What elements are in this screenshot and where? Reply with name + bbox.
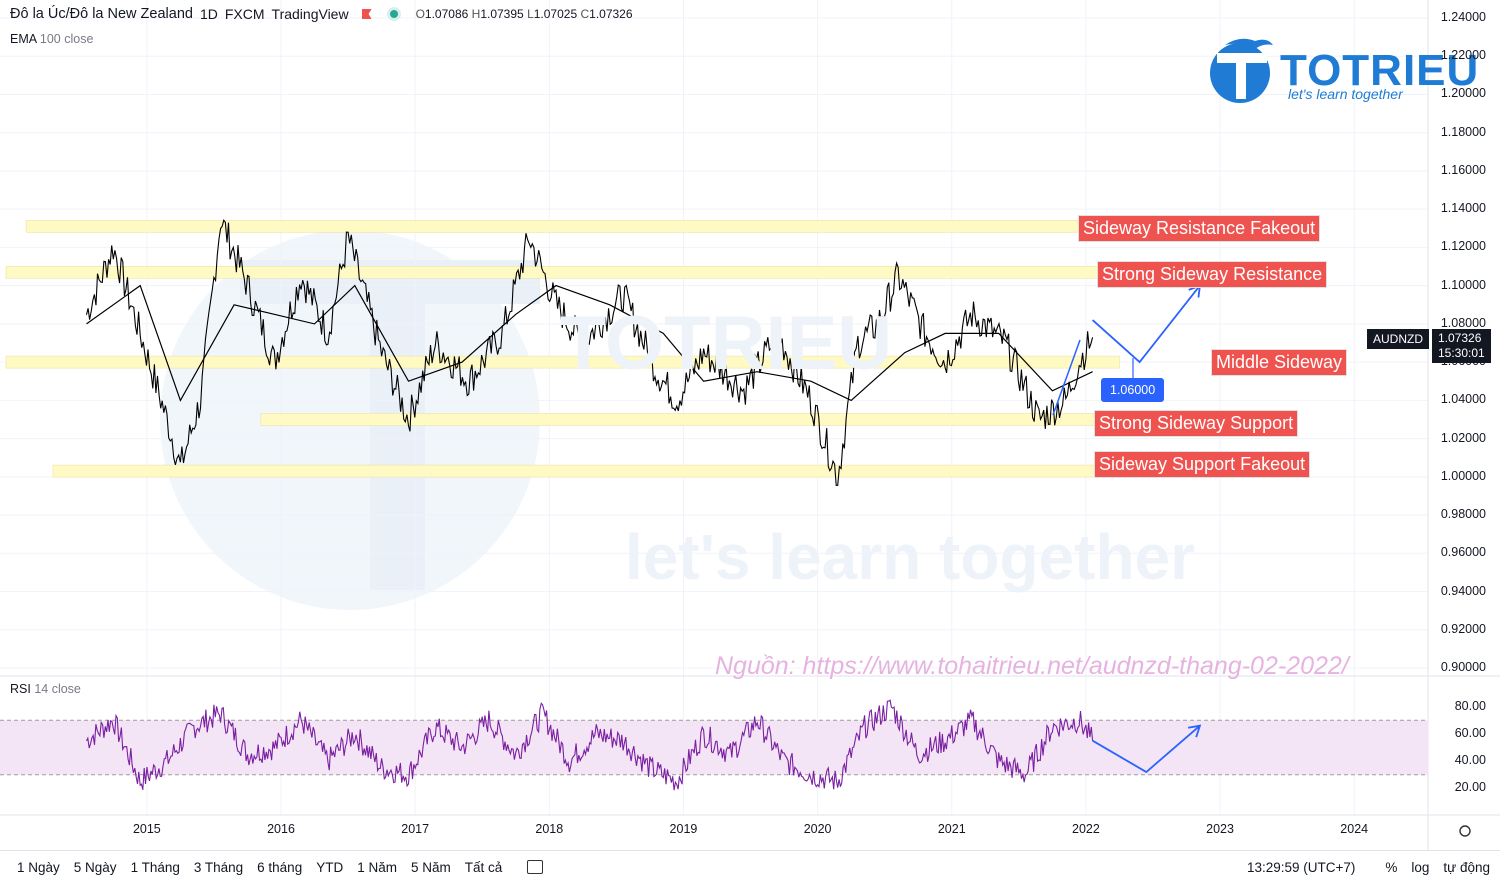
range-button[interactable]: 5 Năm (410, 859, 451, 875)
watermark-tagline: let's learn together (625, 521, 1196, 593)
price-tick-label: 1.10000 (1440, 277, 1486, 292)
time-tick-label: 2018 (535, 822, 564, 836)
zone-band (5, 355, 1120, 369)
auto-toggle[interactable]: tự động (1443, 859, 1490, 875)
time-tick-label: 2024 (1340, 822, 1369, 836)
time-tick-label: 2017 (401, 822, 430, 836)
price-tick-label: 1.00000 (1440, 468, 1486, 483)
price-tag: 1.07326 15:30:01 (1432, 329, 1491, 363)
price-tick-label: 1.08000 (1440, 315, 1486, 330)
time-tick-label: 2015 (132, 822, 161, 836)
bar-countdown: 15:30:01 (1438, 346, 1485, 360)
time-tick-label: 2020 (803, 822, 832, 836)
price-tick-label: 0.90000 (1440, 660, 1486, 674)
zone-band (260, 413, 1120, 426)
price-tick-label: 0.94000 (1440, 583, 1486, 598)
logo-icon (1210, 38, 1273, 103)
current-price: 1.07326 (1438, 331, 1482, 345)
range-button[interactable]: 3 Tháng (193, 859, 244, 875)
range-button[interactable]: 1 Tháng (130, 859, 180, 875)
broker: FXCM (224, 6, 265, 22)
rsi-tick-label: 80.00 (1454, 698, 1486, 713)
source-text: Nguồn: https://www.tohaitrieu.net/audnzd… (715, 652, 1349, 680)
price-tick-label: 1.24000 (1440, 10, 1486, 24)
price-tick-label: 1.04000 (1440, 392, 1486, 407)
time-tick-label: 2019 (669, 822, 698, 836)
price-tick-label: 1.12000 (1440, 239, 1486, 254)
time-tick-label: 2016 (267, 822, 295, 836)
gear-icon[interactable] (1459, 825, 1471, 837)
price-tick-label: 0.92000 (1440, 621, 1486, 636)
time-tick-label: 2023 (1206, 822, 1234, 836)
zone-label-strong-resistance: Strong Sideway Resistance (1097, 261, 1328, 288)
zone-label-resistance-fakeout: Sideway Resistance Fakeout (1078, 215, 1321, 242)
clock-time[interactable]: 13:29:59 (UTC+7) (1246, 859, 1356, 875)
rsi-projection-line (1092, 725, 1201, 774)
rsi-tick-label: 20.00 (1454, 780, 1486, 795)
price-tick-label: 1.16000 (1440, 162, 1486, 177)
range-button[interactable]: 1 Ngày (17, 859, 60, 875)
price-tick-label: 1.18000 (1440, 124, 1486, 139)
rsi-tick-label: 40.00 (1454, 753, 1486, 768)
projection-line (1092, 285, 1201, 364)
zone-label-strong-support: Strong Sideway Support (1094, 410, 1299, 437)
bottom-toolbar: 1 Ngày 5 Ngày 1 Tháng 3 Tháng 6 tháng YTD 1 Nă… (0, 850, 1500, 883)
rsi-tick-label: 60.00 (1454, 725, 1486, 740)
ema-line (86, 284, 1093, 402)
price-tick-label: 1.14000 (1440, 201, 1486, 216)
price-tick-label: 1.20000 (1440, 86, 1486, 101)
range-button[interactable]: 1 Năm (357, 859, 397, 875)
chart-header: Đô la Úc/Đô la New Zealand 1D FXCM Tradi… (10, 6, 633, 22)
range-button[interactable]: YTD (316, 859, 344, 875)
price-bubble[interactable]: 1.06000 (1101, 378, 1165, 402)
time-tick-label: 2021 (937, 822, 966, 836)
interval[interactable]: 1D (199, 6, 218, 22)
ema-legend[interactable]: EMA 100 close (10, 32, 94, 46)
logo-name: TOTRIEU (1280, 46, 1480, 95)
percent-toggle[interactable]: % (1385, 859, 1398, 875)
arrow-head (1187, 724, 1202, 738)
trend-line (1052, 339, 1081, 416)
goto-date-icon[interactable] (527, 860, 544, 874)
symbol-tag: AUDNZD (1367, 329, 1429, 349)
rsi-legend[interactable]: RSI 14 close (10, 682, 81, 696)
logo-tagline: let's learn together (1288, 86, 1403, 102)
symbol-name[interactable]: Đô la Úc/Đô la New Zealand (10, 6, 193, 22)
price-tick-label: 0.98000 (1440, 507, 1486, 522)
zone-label-middle: Middle Sideway (1211, 349, 1348, 376)
log-toggle[interactable]: log (1411, 859, 1430, 875)
range-button[interactable]: Tất cả (464, 859, 503, 875)
zone-band (25, 220, 1120, 233)
flag-icon[interactable] (361, 9, 372, 19)
ohlc-values: O1.07086 H1.07395 L1.07025 C1.07326 (415, 7, 633, 21)
price-tick-label: 1.22000 (1440, 48, 1486, 63)
zone-band (5, 265, 1120, 279)
zone-band (52, 464, 1120, 478)
rsi-line (86, 699, 1094, 791)
price-tick-label: 0.96000 (1440, 545, 1486, 560)
price-tick-label: 1.02000 (1440, 430, 1486, 445)
range-button[interactable]: 5 Ngày (73, 859, 117, 875)
range-buttons: 1 Ngày 5 Ngày 1 Tháng 3 Tháng 6 tháng YTD 1 Nă… (0, 860, 509, 875)
range-button[interactable]: 6 tháng (257, 859, 303, 875)
price-line (85, 218, 1094, 486)
platform: TradingView (271, 6, 349, 22)
zone-label-support-fakeout: Sideway Support Fakeout (1094, 451, 1311, 478)
market-open-icon (386, 7, 401, 21)
watermark-title: TOTRIEU (560, 301, 893, 386)
time-tick-label: 2022 (1072, 822, 1100, 836)
